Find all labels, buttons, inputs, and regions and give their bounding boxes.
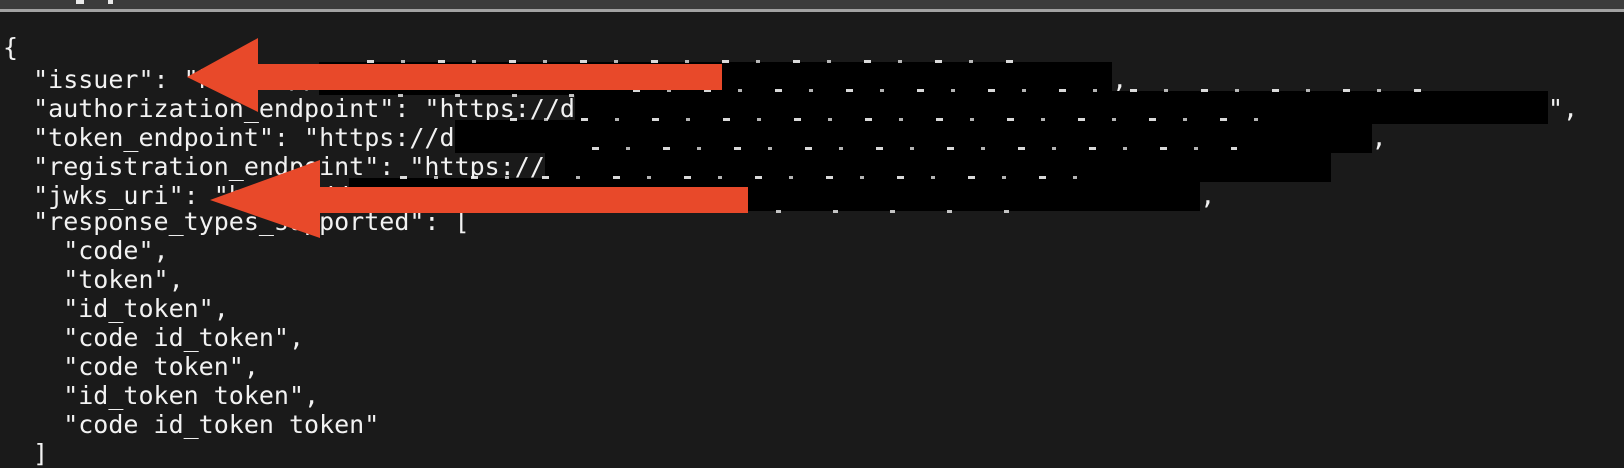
code-line: "code token", bbox=[3, 352, 259, 381]
code-text-segment: , bbox=[1112, 65, 1128, 94]
code-text-segment: "token_endpoint": "https://d bbox=[3, 123, 455, 152]
code-text-segment: "issuer": "https:// bbox=[3, 65, 320, 94]
cropped-glyph-remnant bbox=[76, 0, 84, 4]
code-text-segment: "jwks_uri": "https:// bbox=[3, 181, 350, 210]
window-chrome-strip bbox=[0, 0, 1624, 9]
redaction-box bbox=[349, 176, 1201, 213]
code-line: "code id_token", bbox=[3, 323, 304, 352]
code-text-segment: "token", bbox=[3, 265, 184, 294]
code-text-segment: "code id_token", bbox=[3, 323, 305, 352]
code-text-segment: "response_types_supported": [ bbox=[3, 207, 470, 236]
code-text-segment: , bbox=[1200, 181, 1216, 210]
code-line: "issuer": "https://, bbox=[3, 60, 1128, 97]
code-text-segment: , bbox=[1371, 123, 1387, 152]
code-text-segment: "code id_token token" bbox=[3, 410, 380, 439]
terminal-output: { "issuer": "https://, "authorization_en… bbox=[3, 33, 1579, 468]
code-text-segment: "code", bbox=[3, 236, 169, 265]
code-line: "jwks_uri": "https://, bbox=[3, 176, 1216, 213]
code-text-segment: ] bbox=[3, 439, 49, 468]
code-line: "response_types_supported": [ bbox=[3, 207, 470, 236]
code-line: "code id_token token" bbox=[3, 410, 379, 439]
code-line: "token_endpoint": "https://d, bbox=[3, 118, 1387, 155]
code-text-segment: "id_token", bbox=[3, 294, 229, 323]
code-line: { bbox=[3, 33, 18, 62]
code-line: "code", bbox=[3, 236, 169, 265]
code-text-segment: { bbox=[3, 33, 19, 62]
code-line: "id_token", bbox=[3, 294, 229, 323]
code-line: "id_token token", bbox=[3, 381, 319, 410]
code-text-segment: "code token", bbox=[3, 352, 259, 381]
cropped-glyph-remnant bbox=[108, 0, 113, 4]
code-line: "registration_endpoint": "https:// bbox=[3, 147, 1331, 184]
code-line: "authorization_endpoint": "https://d ", bbox=[3, 89, 1579, 126]
code-line: "token", bbox=[3, 265, 184, 294]
code-text-segment: ", bbox=[1547, 94, 1579, 123]
code-text-segment: "authorization_endpoint": "https://d bbox=[3, 94, 575, 123]
code-text-segment: "id_token token", bbox=[3, 381, 320, 410]
code-line: ] bbox=[3, 439, 48, 468]
window-chrome-divider bbox=[0, 9, 1624, 12]
